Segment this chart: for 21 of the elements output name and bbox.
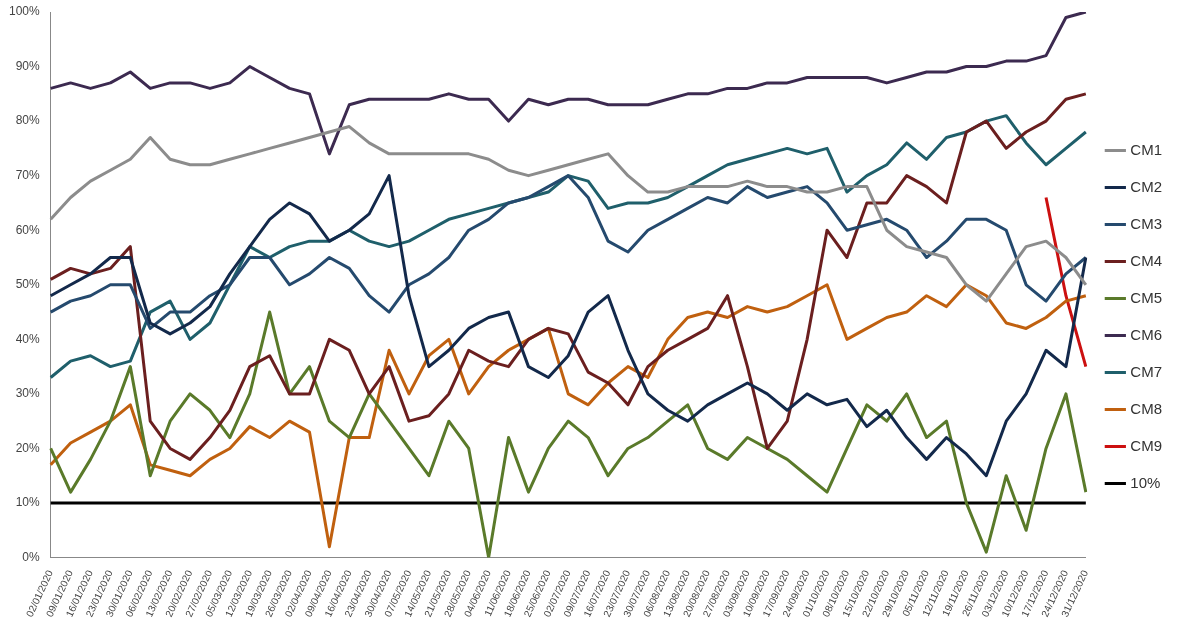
y-tick-label: 90% <box>15 58 41 73</box>
y-tick-label: 100% <box>8 4 41 19</box>
y-tick-label: 50% <box>15 277 41 292</box>
y-tick-label: 60% <box>15 222 41 237</box>
y-tick-label: 80% <box>15 113 41 128</box>
legend-label: CM5 <box>1130 288 1162 306</box>
y-tick-label: 40% <box>15 331 41 346</box>
y-tick-label: 70% <box>15 167 41 182</box>
y-tick-label: 10% <box>15 495 41 510</box>
y-tick-label: 30% <box>15 386 41 401</box>
legend-label: CM7 <box>1130 362 1162 380</box>
legend-label: CM9 <box>1130 436 1162 454</box>
legend-label: CM6 <box>1130 325 1162 343</box>
legend-label: CM3 <box>1130 214 1162 232</box>
y-tick-label: 0% <box>22 549 41 564</box>
legend-label: CM2 <box>1130 177 1162 195</box>
y-tick-label: 20% <box>15 440 41 455</box>
legend-label: CM4 <box>1130 251 1162 269</box>
legend-label: 10% <box>1130 473 1161 491</box>
legend-label: CM1 <box>1130 140 1162 158</box>
legend-label: CM8 <box>1130 399 1162 417</box>
